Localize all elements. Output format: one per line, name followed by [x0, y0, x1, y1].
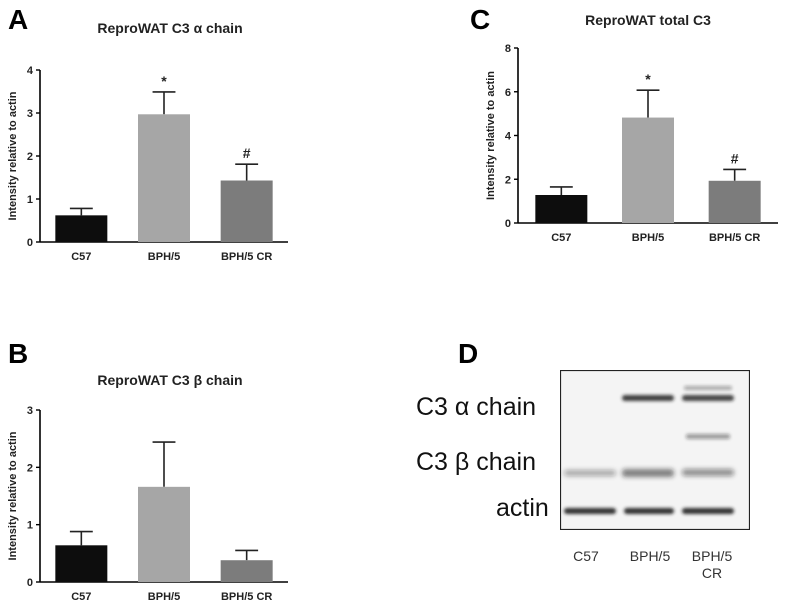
- y-axis-label-b: Intensity relative to actin: [7, 431, 19, 560]
- blot-label-beta: C3 β chain: [416, 448, 536, 476]
- blot-lane-bph5cr: BPH/5 CR: [682, 548, 742, 582]
- x-tick-label-c-1: BPH/5: [632, 232, 664, 244]
- bar-c-1: [622, 117, 674, 223]
- bar-chart-c: ReproWAT total C3 Intensity relative to a…: [485, 12, 778, 244]
- significance-mark-c-2: #: [731, 150, 739, 166]
- band-alpha-bph5cr: [682, 395, 734, 401]
- y-tick-label-a: 4: [27, 65, 34, 77]
- blot-lane-bph5: BPH/5: [629, 548, 671, 564]
- panel-letter-c: C: [470, 4, 491, 35]
- bar-b-0: [55, 545, 108, 582]
- blot-label-actin: actin: [496, 494, 549, 522]
- y-axis-label-a: Intensity relative to actin: [7, 91, 19, 220]
- band-actin-bph5: [624, 508, 674, 514]
- blot-lane-bph5cr-line2: CR: [701, 565, 723, 581]
- y-tick-label-b: 2: [27, 462, 33, 474]
- band-actin-c57: [564, 508, 616, 514]
- bar-a-2: [220, 180, 273, 242]
- blot-lane-c57: C57: [573, 548, 599, 564]
- band-actin-bph5cr: [682, 508, 734, 514]
- x-tick-label-c-2: BPH/5 CR: [709, 232, 760, 244]
- chart-title-b: ReproWAT C3 β chain: [97, 372, 242, 388]
- x-tick-label-a-1: BPH/5: [148, 251, 180, 263]
- chart-title-a: ReproWAT C3 α chain: [97, 20, 242, 36]
- bar-c-2: [708, 180, 761, 223]
- band-mid-bph5cr: [686, 434, 730, 439]
- significance-mark-a-2: #: [243, 145, 251, 161]
- y-tick-label-b: 1: [27, 520, 33, 532]
- western-blot-image: [560, 370, 750, 530]
- significance-mark-c-1: *: [645, 71, 651, 87]
- y-tick-label-b: 0: [27, 577, 33, 589]
- y-tick-label-c: 6: [505, 87, 511, 99]
- band-alpha-bph5cr-upper: [684, 386, 732, 390]
- x-tick-label-a-0: C57: [71, 251, 91, 263]
- y-tick-label-a: 1: [27, 194, 33, 206]
- band-beta-bph5: [622, 469, 674, 477]
- band-beta-bph5cr: [682, 469, 734, 476]
- bar-chart-a: ReproWAT C3 α chain Intensity relative to…: [7, 20, 288, 263]
- panel-letter-a: A: [8, 4, 29, 35]
- y-tick-label-a: 2: [27, 151, 33, 163]
- bar-a-1: [138, 114, 190, 242]
- bar-c-0: [535, 195, 588, 223]
- x-tick-label-b-0: C57: [71, 591, 91, 603]
- panel-letter-b: B: [8, 338, 29, 369]
- blot-label-alpha: C3 α chain: [416, 393, 537, 421]
- y-axis-label-c: Intensity relative to actin: [485, 71, 497, 200]
- x-tick-label-a-2: BPH/5 CR: [221, 251, 272, 263]
- band-beta-c57: [564, 470, 616, 476]
- bar-a-0: [55, 215, 108, 242]
- y-tick-label-b: 3: [27, 405, 33, 417]
- blot-lane-bph5cr-line1: BPH/5: [691, 548, 733, 564]
- y-tick-label-c: 0: [505, 218, 511, 230]
- bar-b-1: [138, 486, 190, 582]
- y-tick-label-c: 4: [505, 131, 512, 143]
- significance-mark-a-1: *: [161, 73, 167, 89]
- y-tick-label-c: 2: [505, 174, 511, 186]
- panel-letter-d: D: [458, 338, 479, 369]
- bar-b-2: [220, 560, 273, 582]
- y-tick-label-c: 8: [505, 43, 511, 55]
- x-tick-label-b-2: BPH/5 CR: [221, 591, 272, 603]
- x-tick-label-c-0: C57: [551, 232, 571, 244]
- chart-title-c: ReproWAT total C3: [585, 12, 711, 28]
- y-tick-label-a: 3: [27, 108, 33, 120]
- bar-chart-b: ReproWAT C3 β chain Intensity relative to…: [7, 372, 288, 603]
- blot-membrane: [560, 370, 750, 530]
- band-alpha-bph5: [622, 395, 674, 401]
- x-tick-label-b-1: BPH/5: [148, 591, 180, 603]
- y-tick-label-a: 0: [27, 237, 33, 249]
